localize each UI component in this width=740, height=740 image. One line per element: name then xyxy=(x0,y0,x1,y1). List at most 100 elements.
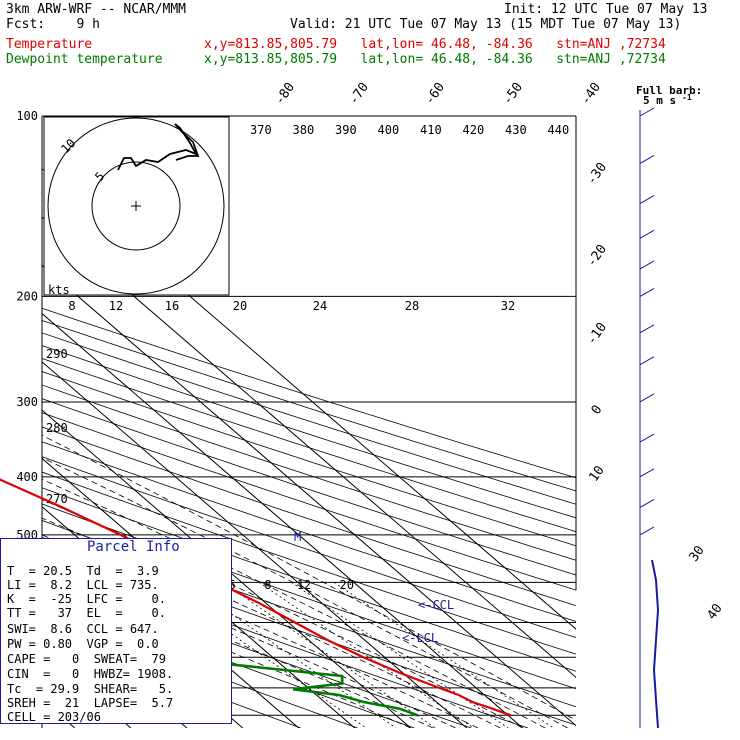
hodograph-ring-5 xyxy=(91,161,181,251)
dry-adiabat-440 xyxy=(42,332,576,505)
wind-barb-230 xyxy=(639,324,655,334)
dry-adiabat-460 xyxy=(42,307,576,479)
thetae-label: 290 xyxy=(46,347,68,361)
annotation-ccl: <-CCL xyxy=(418,598,454,612)
mixing-ratio-label: 12 xyxy=(297,578,311,592)
dry-adiabat-370 xyxy=(42,426,576,607)
wind-barb-180 xyxy=(639,260,655,270)
hodograph-speed-label: 16 xyxy=(165,299,179,313)
temperature-location-info: x,y=813.85,805.79 lat,lon= 46.48, -84.36… xyxy=(204,37,666,52)
barb-note: Full barb: xyxy=(636,84,702,97)
temperature-legend-label: Temperature xyxy=(6,37,93,52)
hodograph-unit: kts xyxy=(48,283,70,297)
dry-adiabat-420 xyxy=(42,357,576,533)
parcel-info-title: Parcel Info xyxy=(87,539,180,555)
parcel-row: CAPE = 0 SWEAT= 79 xyxy=(7,652,166,666)
pressure-label-200: 200 xyxy=(16,289,38,303)
isotherm-40 xyxy=(42,216,576,679)
parcel-info-box: Parcel Info T = 20.5 Td = 3.9 LI = 8.2 L… xyxy=(0,538,232,724)
dry-adiabat-350 xyxy=(42,456,576,638)
hodograph-speed-label: 20 xyxy=(233,299,247,313)
dry-adiabat-340 xyxy=(42,471,576,655)
isotherm-label-right: -20 xyxy=(584,242,610,270)
wind-barb-450 xyxy=(639,499,655,508)
pressure-label-300: 300 xyxy=(16,395,38,409)
thetae-label: 280 xyxy=(46,421,68,435)
theta-label: 430 xyxy=(505,123,527,137)
wind-barb-160 xyxy=(639,229,655,239)
mixing-ratio-line-5 xyxy=(222,581,436,728)
parcel-row: PW = 0.80 VGP = 0.0 xyxy=(7,637,159,651)
isotherm-label-lower: 30 xyxy=(686,543,707,564)
hodograph-trace xyxy=(117,123,200,171)
dewpoint-line xyxy=(0,633,419,717)
pressure-label-100: 100 xyxy=(16,109,38,123)
parcel-row: SWI= 8.6 CCL = 647. xyxy=(7,622,159,636)
parcel-row: TT = 37 EL = 0. xyxy=(7,606,166,620)
barb-note-sup: -1 xyxy=(682,93,692,102)
wind-lower-profile xyxy=(651,559,660,729)
wind-barb-140 xyxy=(639,195,655,205)
init-time: Init: 12 UTC Tue 07 May 13 xyxy=(504,2,708,17)
isotherm-label-lower: 40 xyxy=(704,601,725,622)
mixing-ratio-label: 5 xyxy=(228,578,235,592)
moist-adiabat-24 xyxy=(42,478,546,728)
wind-barbs: Full barb:5 m s -1 xyxy=(636,84,702,729)
isotherm-label-right: -30 xyxy=(584,160,610,188)
theta-label: 390 xyxy=(335,123,357,137)
mixing-ratio-label: 20 xyxy=(339,578,353,592)
sounding-series xyxy=(0,478,512,717)
dry-adiabat-430 xyxy=(42,345,576,519)
dry-adiabat-360 xyxy=(42,441,576,622)
pressure-label-400: 400 xyxy=(16,470,38,484)
isotherm-0 xyxy=(42,409,412,728)
theta-label: 370 xyxy=(250,123,272,137)
parcel-row: CELL = 203/06 xyxy=(7,710,101,724)
forecast-hour: Fcst: 9 h xyxy=(6,17,100,32)
theta-label: 410 xyxy=(420,123,442,137)
parcel-row: Tc = 29.9 SHEAR= 5. xyxy=(7,682,174,696)
dry-adiabat-330 xyxy=(42,487,576,672)
mixing-ratio-line-20 xyxy=(333,581,555,728)
theta-label: 440 xyxy=(548,123,570,137)
hodograph-speed-label: 8 xyxy=(68,299,75,313)
mixing-ratio-lines xyxy=(157,581,555,728)
wind-barb-100 xyxy=(639,107,655,117)
dry-adiabat-380 xyxy=(42,412,576,591)
hodograph-speed-label: 24 xyxy=(313,299,327,313)
isotherm-label-right: 10 xyxy=(586,463,607,484)
isotherm--10 xyxy=(42,457,356,728)
parcel-row: LI = 8.2 LCL = 735. xyxy=(7,578,159,592)
isotherm-label-right: -10 xyxy=(584,320,610,348)
isotherm-label-top: -70 xyxy=(346,80,372,108)
theta-label: 400 xyxy=(378,123,400,137)
mixing-ratio-line-12 xyxy=(291,581,509,728)
dry-adiabat-450 xyxy=(42,319,576,492)
dewpoint-legend-label: Dewpoint temperature xyxy=(6,52,163,67)
parcel-row: K = -25 LFC = 0. xyxy=(7,592,166,606)
valid-time: Valid: 21 UTC Tue 07 May 13 (15 MDT Tue … xyxy=(290,17,682,32)
theta-label: 380 xyxy=(293,123,315,137)
isotherm-label-top: -60 xyxy=(422,80,448,108)
hodograph-ring-10 xyxy=(47,117,225,295)
theta-label: 420 xyxy=(463,123,485,137)
hodograph-speed-label: 12 xyxy=(109,299,123,313)
dry-adiabat-260 xyxy=(42,609,358,728)
isotherm-label-top: -50 xyxy=(500,80,526,108)
dry-adiabat-390 xyxy=(42,398,576,576)
wind-barb-200 xyxy=(639,287,655,297)
parcel-row: T = 20.5 Td = 3.9 xyxy=(7,564,159,578)
mixing-ratio-label: 8 xyxy=(264,578,271,592)
isotherm-label-right: 0 xyxy=(589,402,606,417)
wind-barb-350 xyxy=(639,433,655,443)
hodograph-speed-label: 32 xyxy=(501,299,515,313)
parcel-row: SREH = 21 LAPSE= 5.7 xyxy=(7,696,174,710)
hodograph-speed-label: 28 xyxy=(405,299,419,313)
isotherm-30 xyxy=(42,264,576,727)
isotherm-label-top: -80 xyxy=(272,80,298,108)
dewpoint-location-info: x,y=813.85,805.79 lat,lon= 46.48, -84.36… xyxy=(204,52,666,67)
moist-adiabat-32 xyxy=(42,434,576,721)
isotherm-label-top: -40 xyxy=(578,80,604,108)
